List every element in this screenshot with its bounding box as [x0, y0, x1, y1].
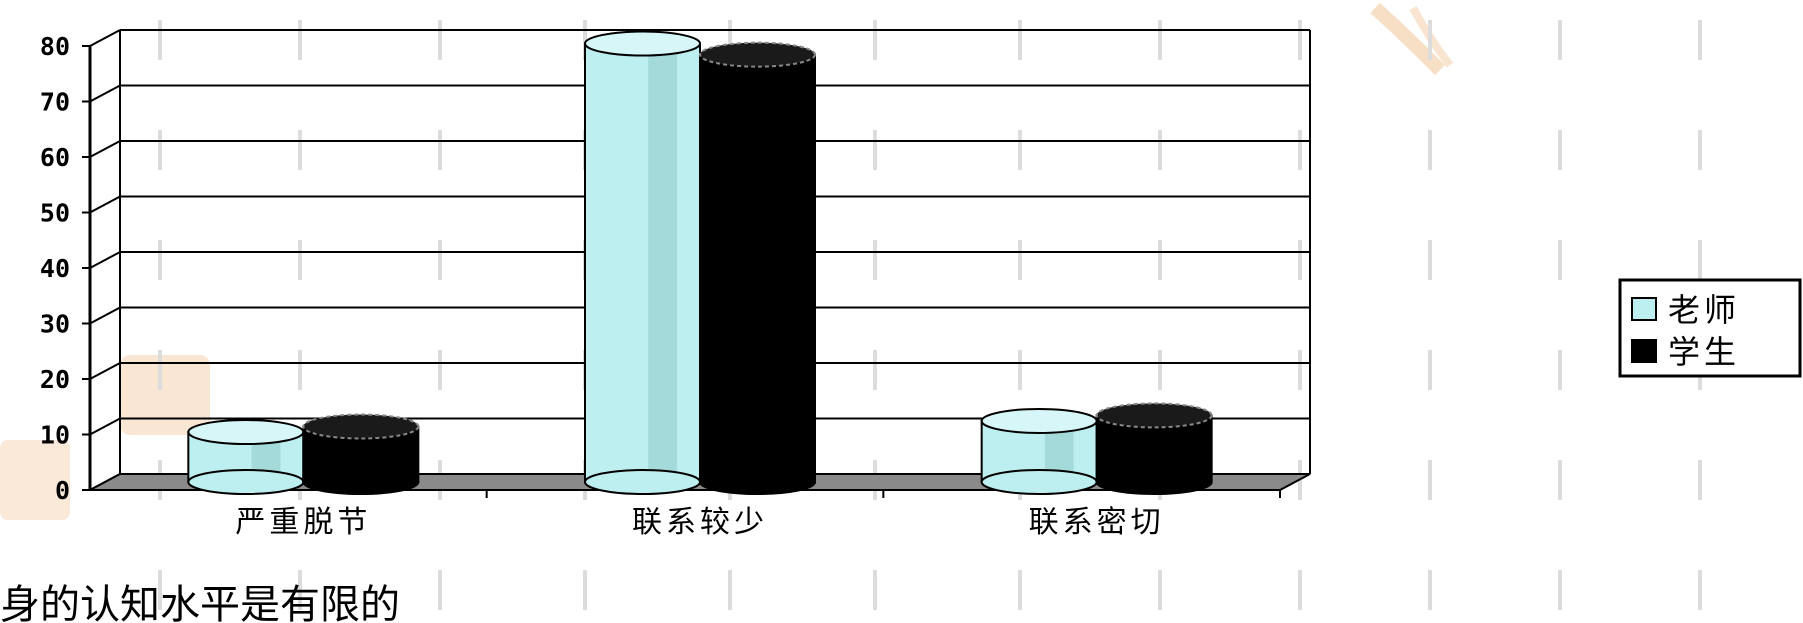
bar-body: [699, 53, 816, 484]
bar-top: [187, 419, 305, 446]
y-tick-labels: 0 10 20 30 40 50 60 70 80: [40, 32, 90, 505]
legend-label: 学生: [1668, 333, 1740, 371]
legend-swatch: [1631, 297, 1657, 321]
grid-diagonal: [89, 251, 121, 269]
bars: [187, 30, 1213, 495]
bar: [187, 419, 305, 495]
bar-base: [584, 469, 701, 495]
watermark-arc: [1370, 2, 1445, 75]
bar-base: [187, 469, 305, 495]
x-tick-labels: 严重脱节 联系较少 联系密切: [235, 490, 1281, 540]
legend-label: 老师: [1668, 291, 1740, 329]
y-tick-label: 70: [40, 88, 70, 117]
bar-shade: [648, 43, 677, 483]
grid-diagonal: [89, 306, 121, 325]
y-tick-label: 40: [40, 254, 70, 283]
y-tick-label: 0: [55, 476, 70, 505]
bar-base: [980, 469, 1098, 495]
y-tick-label: 50: [40, 199, 70, 228]
x-tick-label: 严重脱节: [235, 505, 371, 540]
bar: [1095, 402, 1213, 495]
bar: [980, 407, 1098, 495]
grid-diagonal: [89, 29, 121, 47]
y-tick-label: 30: [40, 310, 70, 339]
y-tick-label: 60: [40, 143, 70, 172]
y-tick-label: 10: [40, 421, 70, 450]
grid-diagonal: [89, 140, 121, 158]
caption: 身的认知水平是有限的: [0, 582, 400, 623]
bar-top: [699, 41, 816, 68]
y-tick-label: 80: [40, 32, 70, 61]
grid-diagonal: [89, 362, 121, 380]
y-tick-label: 20: [40, 365, 70, 394]
bar-top: [980, 407, 1098, 434]
watermark-seal: [0, 440, 70, 520]
bar-base: [302, 469, 420, 495]
bar-base: [699, 469, 816, 495]
bar: [584, 30, 701, 495]
grid-diagonal: [89, 195, 121, 214]
x-tick-label: 联系密切: [1029, 505, 1165, 540]
bar: [699, 41, 816, 495]
x-tick-label: 联系较少: [632, 505, 768, 540]
bar-top: [1095, 402, 1213, 429]
bar-base: [1095, 469, 1213, 495]
grid-diagonal: [89, 417, 121, 436]
grid-diagonal: [89, 84, 121, 103]
bar: [302, 413, 420, 495]
bar-top: [584, 30, 701, 57]
watermark-seal: [120, 355, 210, 435]
legend-swatch: [1631, 339, 1657, 363]
bar-top: [302, 413, 420, 440]
bar-body: [584, 42, 701, 484]
